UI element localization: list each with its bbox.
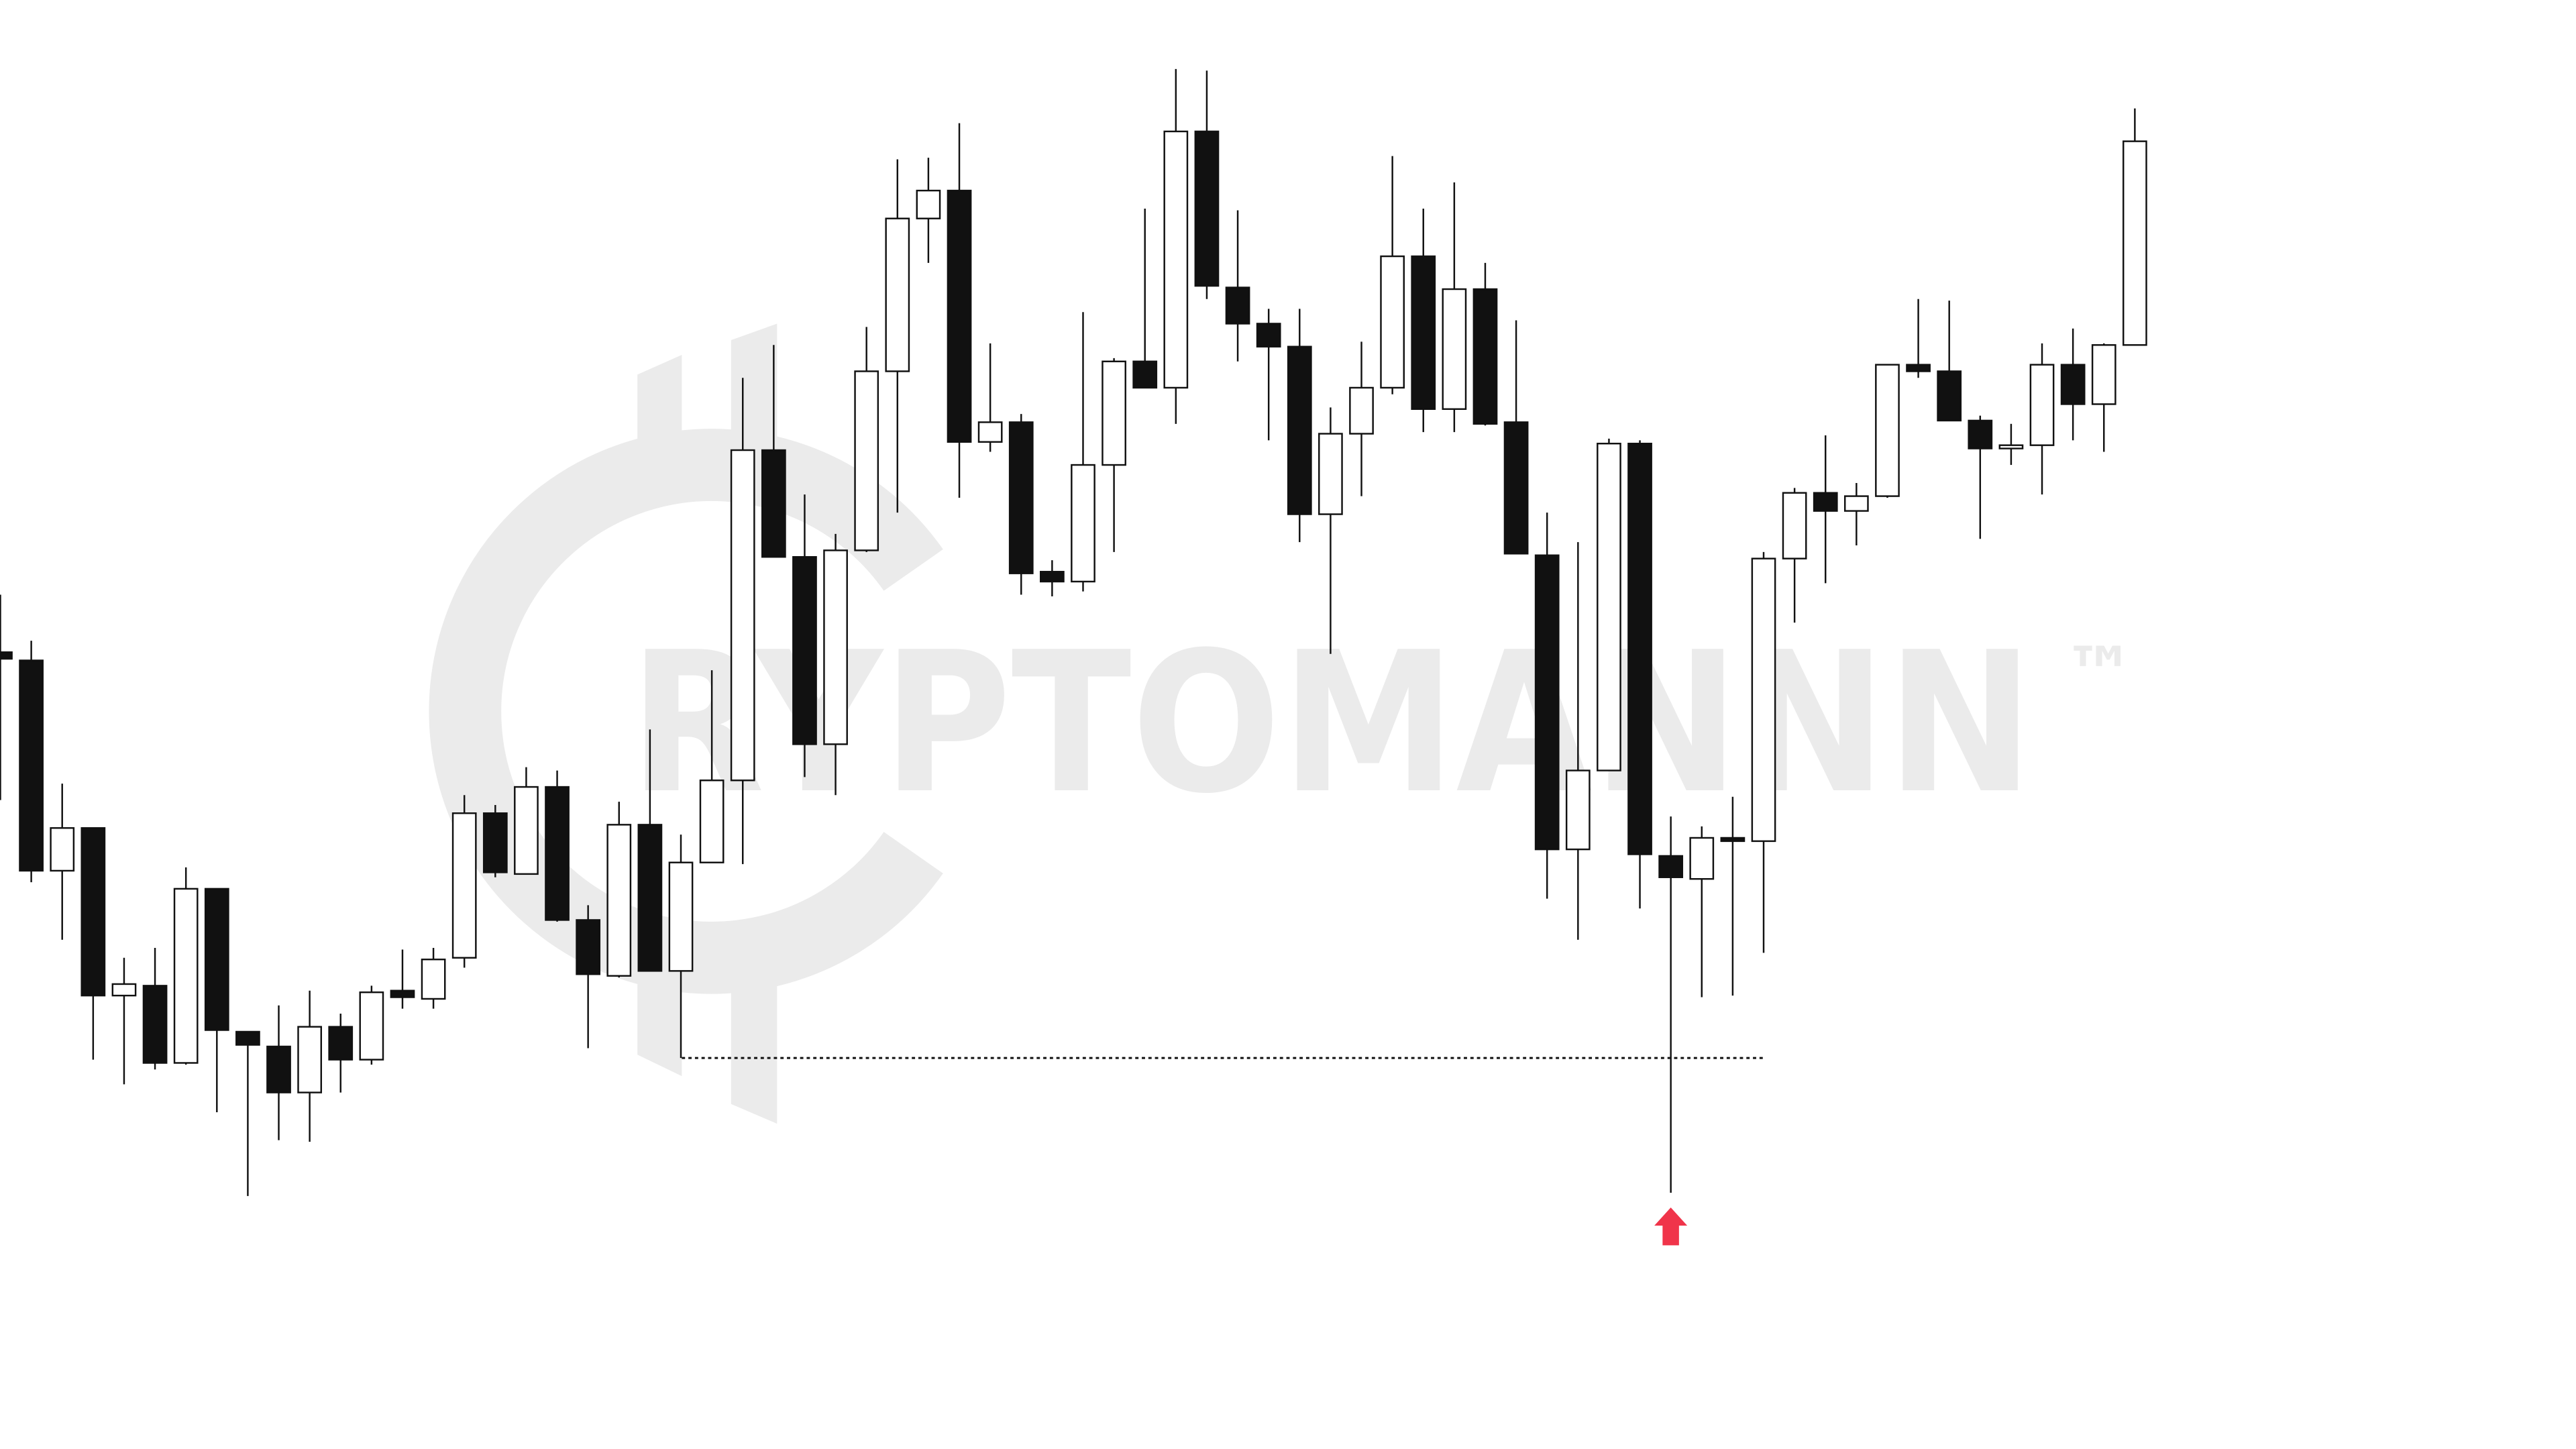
candle-body <box>514 786 539 875</box>
candle-body <box>668 861 694 972</box>
candle-body <box>173 888 199 1064</box>
logo-bar <box>731 969 777 1124</box>
candle-body <box>1658 855 1684 878</box>
logo-bar <box>637 354 682 468</box>
candle-body <box>111 983 137 997</box>
candle-body <box>1318 433 1343 515</box>
candle-body <box>1813 492 1838 512</box>
candle-body <box>328 1026 354 1061</box>
candle-body <box>1782 492 1807 559</box>
plot-area <box>0 68 2147 1196</box>
candle-body <box>854 370 879 551</box>
candle-body <box>1843 495 1869 512</box>
candle-body <box>545 786 570 921</box>
candle-body <box>1998 444 2024 449</box>
candle-body <box>390 989 415 998</box>
candle-body <box>1380 255 1405 389</box>
candle-body <box>1597 443 1621 771</box>
candle-body <box>977 421 1003 443</box>
candle-body <box>947 189 972 443</box>
candle-body <box>2060 364 2086 405</box>
candle-body <box>451 812 477 959</box>
candle-body <box>50 827 75 872</box>
candle-body <box>297 1026 322 1093</box>
candle-body <box>823 549 848 745</box>
candle-body <box>761 449 786 558</box>
candle-body <box>1008 421 1034 574</box>
logo-bar <box>731 323 777 453</box>
candle-body <box>1194 130 1220 287</box>
candle-body <box>1565 769 1591 851</box>
candle-body <box>1225 286 1250 325</box>
candle-body <box>1472 288 1498 425</box>
candle-body <box>1627 443 1652 855</box>
signal-arrow <box>1654 1208 1688 1246</box>
candle-body <box>19 659 44 872</box>
candle-body <box>2029 364 2055 446</box>
candle-body <box>1875 364 1900 497</box>
candle-body <box>1906 364 1931 372</box>
watermark-trademark: ™ <box>2063 632 2136 716</box>
candle-body <box>1163 130 1189 389</box>
candle-body <box>359 991 384 1061</box>
candle-body <box>1287 345 1312 515</box>
candle-body <box>421 958 446 1000</box>
watermark-text: RYPTOMANNN <box>629 611 2034 837</box>
candle-body <box>1968 419 1993 449</box>
candle-body <box>576 919 601 975</box>
candle-body <box>2091 344 2116 405</box>
candle-body <box>1689 837 1715 880</box>
candle-body <box>1937 370 1962 422</box>
candle-body <box>1071 464 1095 583</box>
candle-body <box>204 888 229 1031</box>
candle-body <box>1040 571 1065 583</box>
candle-body <box>1720 837 1746 843</box>
candle-body <box>1751 557 1776 843</box>
candle-body <box>1132 360 1158 389</box>
candle-body <box>1102 360 1126 466</box>
candle-body <box>1442 288 1467 411</box>
candle-body <box>80 827 106 997</box>
candle-body <box>885 217 910 372</box>
candle-body <box>142 985 168 1064</box>
candle-body <box>1411 255 1436 411</box>
candle-body <box>637 824 663 972</box>
candle-body <box>482 812 508 873</box>
candle-body <box>916 189 941 219</box>
candle-body <box>1503 421 1529 555</box>
candle-body <box>699 780 724 863</box>
candle-body <box>235 1030 260 1046</box>
candle-body <box>792 555 817 745</box>
candle-body <box>2123 140 2147 346</box>
candle-body <box>730 449 755 782</box>
logo-bar <box>637 969 682 1077</box>
candle-body <box>1349 386 1374 435</box>
candle-body <box>606 824 632 977</box>
candle-body <box>1534 554 1560 851</box>
candle-body <box>0 651 13 660</box>
candle-body <box>266 1045 291 1093</box>
candle-body <box>1256 323 1281 347</box>
